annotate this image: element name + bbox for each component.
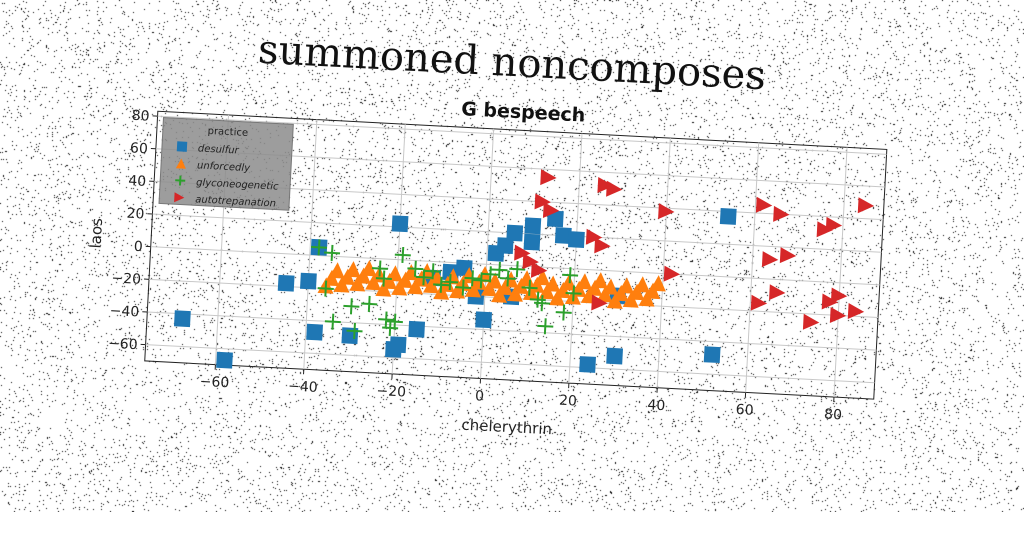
point-unforcedly bbox=[345, 261, 362, 278]
point-unforcedly bbox=[618, 277, 635, 294]
point-desulfur bbox=[216, 352, 233, 369]
y-tick-label: −40 bbox=[109, 303, 139, 321]
point-desulfur bbox=[278, 275, 295, 292]
point-desulfur bbox=[390, 336, 407, 353]
point-autotrepanation bbox=[756, 197, 773, 214]
y-tick-label: 40 bbox=[128, 173, 147, 190]
point-autotrepanation bbox=[762, 251, 779, 268]
point-autotrepanation bbox=[594, 237, 611, 254]
y-tick-label: 80 bbox=[131, 108, 150, 125]
y-tick-label: 0 bbox=[133, 239, 143, 255]
point-desulfur bbox=[306, 324, 323, 341]
point-desulfur bbox=[475, 311, 492, 328]
y-tick-label: 60 bbox=[130, 140, 149, 157]
point-glyconeogenetic bbox=[394, 247, 411, 264]
x-tick-label: 80 bbox=[824, 407, 843, 424]
x-tick-label: 20 bbox=[559, 393, 578, 410]
point-autotrepanation bbox=[773, 206, 790, 223]
point-desulfur bbox=[408, 321, 425, 338]
point-desulfur bbox=[300, 273, 317, 290]
point-glyconeogenetic bbox=[324, 313, 341, 330]
y-ticks: −60 −40 −20 0 20 40 60 80 bbox=[108, 107, 158, 353]
point-autotrepanation bbox=[826, 217, 843, 234]
point-desulfur bbox=[392, 215, 409, 232]
point-unforcedly bbox=[634, 276, 651, 293]
point-glyconeogenetic bbox=[555, 304, 572, 321]
legend: practice desulfurunforcedlyglyconeogenet… bbox=[159, 118, 293, 211]
grid-line-y bbox=[146, 345, 875, 383]
point-desulfur bbox=[720, 208, 737, 225]
point-glyconeogenetic bbox=[361, 296, 378, 313]
point-unforcedly bbox=[576, 273, 593, 290]
point-autotrepanation bbox=[769, 284, 786, 301]
point-desulfur bbox=[704, 346, 721, 363]
point-autotrepanation bbox=[751, 295, 768, 312]
x-tick-label: 60 bbox=[735, 402, 754, 419]
point-autotrepanation bbox=[664, 266, 681, 283]
point-desulfur bbox=[568, 231, 585, 248]
point-autotrepanation bbox=[606, 181, 623, 198]
legend-title: practice bbox=[207, 126, 248, 139]
y-tick-label: 20 bbox=[126, 206, 145, 223]
x-tick-label: 0 bbox=[475, 388, 485, 404]
x-tick-label: −20 bbox=[376, 383, 406, 401]
point-desulfur bbox=[174, 310, 191, 327]
point-desulfur bbox=[524, 234, 541, 251]
point-autotrepanation bbox=[540, 169, 557, 186]
point-autotrepanation bbox=[848, 303, 865, 320]
legend-marker-desulfur bbox=[177, 141, 188, 152]
x-tick-label: −40 bbox=[288, 378, 318, 396]
point-autotrepanation bbox=[803, 314, 820, 331]
point-autotrepanation bbox=[858, 197, 875, 214]
chart-title: G bespeech bbox=[461, 98, 586, 126]
point-desulfur bbox=[606, 348, 623, 365]
legend-label-desulfur: desulfur bbox=[198, 143, 240, 156]
y-tick-label: −20 bbox=[111, 270, 141, 288]
y-axis-label: laos bbox=[87, 217, 107, 248]
point-unforcedly bbox=[592, 272, 609, 289]
point-glyconeogenetic bbox=[378, 311, 395, 328]
point-glyconeogenetic bbox=[343, 298, 360, 315]
grid-line-y bbox=[147, 312, 876, 350]
x-tick-label: 40 bbox=[647, 397, 666, 414]
point-desulfur bbox=[579, 356, 596, 373]
x-tick-label: −60 bbox=[199, 374, 229, 392]
point-desulfur bbox=[524, 217, 541, 234]
y-tick-label: −60 bbox=[108, 336, 138, 354]
x-axis-label: chelerythrin bbox=[461, 416, 552, 439]
point-unforcedly bbox=[329, 262, 346, 279]
point-desulfur bbox=[506, 225, 523, 242]
point-autotrepanation bbox=[780, 247, 797, 264]
